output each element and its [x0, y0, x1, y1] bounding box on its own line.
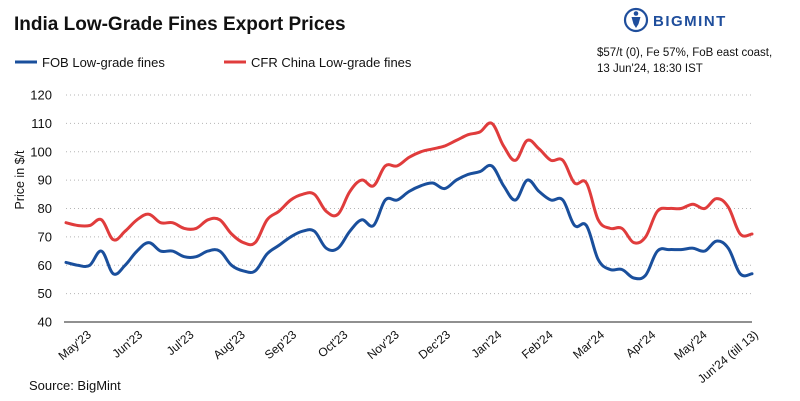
x-tick-label: May'24 [671, 327, 710, 363]
y-tick-label: 100 [30, 144, 52, 159]
x-tick-label: Mar'24 [570, 327, 607, 361]
y-tick-label: 120 [30, 88, 52, 103]
y-axis-ticks: 40 50 60 70 80 90 100 110 120 [30, 88, 52, 330]
legend-label-fob: FOB Low-grade fines [42, 55, 165, 70]
legend: FOB Low-grade fines CFR China Low-grade … [15, 55, 412, 70]
legend-item-cfr: CFR China Low-grade fines [224, 55, 412, 70]
source-note: Source: BigMint [29, 378, 121, 393]
y-tick-label: 40 [38, 315, 52, 330]
x-tick-label: Jul'23 [164, 327, 197, 358]
gridlines [66, 94, 752, 295]
x-tick-label: May'23 [56, 327, 95, 363]
x-tick-label: Feb'24 [519, 327, 556, 361]
x-tick-label: Oct'23 [315, 327, 351, 360]
price-note-line1: $57/t (0), Fe 57%, FoB east coast, [597, 47, 772, 59]
legend-item-fob: FOB Low-grade fines [15, 55, 165, 70]
x-axis-ticks: May'23 Jun'23 Jul'23 Aug'23 Sep'23 Oct'23 Nov'… [56, 327, 761, 386]
series-line-fob [64, 163, 754, 281]
price-note-line2: 13 Jun'24, 18:30 IST [597, 63, 703, 75]
x-tick-label: Aug'23 [211, 327, 249, 362]
series-lines [64, 121, 754, 281]
y-tick-label: 90 [38, 173, 52, 188]
brand-name: BIGMINT [653, 13, 727, 30]
chart-title: India Low-Grade Fines Export Prices [14, 14, 346, 35]
bigmint-logo: BIGMINT [623, 7, 727, 33]
y-tick-label: 110 [31, 116, 52, 131]
y-axis-label: Price in $/t [13, 150, 27, 210]
y-tick-label: 50 [38, 286, 52, 301]
x-tick-label: Dec'23 [416, 327, 454, 362]
x-tick-label: Sep'23 [262, 327, 300, 362]
y-tick-label: 80 [38, 201, 52, 216]
legend-label-cfr: CFR China Low-grade fines [251, 55, 412, 70]
bigmint-logo-icon [623, 7, 649, 33]
y-tick-label: 60 [38, 258, 52, 273]
x-tick-label: Jun'23 [109, 327, 145, 360]
y-tick-label: 70 [38, 229, 52, 244]
series-line-cfr [64, 121, 754, 247]
x-tick-label: Jan'24 [469, 327, 505, 360]
x-tick-label: Apr'24 [623, 327, 659, 360]
x-tick-label: Nov'23 [364, 327, 402, 362]
